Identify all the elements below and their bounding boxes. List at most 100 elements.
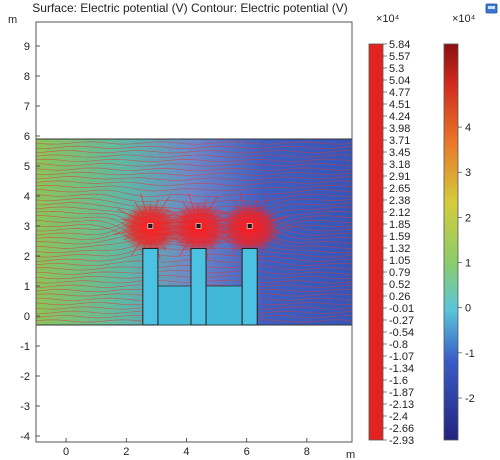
- field-line: [150, 225, 168, 242]
- contour-line: [36, 189, 352, 198]
- y-tick-label: 1: [24, 281, 30, 293]
- window-icon[interactable]: [485, 3, 498, 14]
- contour-line: [36, 158, 352, 163]
- contour-legend-label: 3.98: [389, 123, 410, 135]
- y-tick-label: -1: [20, 341, 30, 353]
- surface-colorbar-label: 4: [465, 122, 471, 134]
- point-source-marker: [147, 223, 154, 229]
- y-tick-label: 8: [24, 71, 30, 83]
- contour-legend-label: -0.8: [389, 339, 408, 351]
- contour-line: [36, 176, 352, 181]
- contour-line: [36, 150, 352, 154]
- x-axis-label: m: [346, 449, 355, 460]
- field-line: [188, 192, 199, 227]
- field-line: [249, 225, 283, 244]
- field-line: [249, 216, 287, 227]
- field-line: [133, 225, 151, 242]
- contour-legend-label: 4.24: [389, 111, 410, 123]
- field-line: [249, 211, 277, 227]
- field-line: [198, 225, 215, 251]
- contour-legend: ×10⁴ 5.845.575.35.044.774.514.243.983.71…: [368, 13, 414, 447]
- contour-legend-label: 1.32: [389, 243, 410, 255]
- surface-colorbar-label: -1: [465, 348, 475, 360]
- field-line: [249, 198, 259, 227]
- field-line: [150, 198, 159, 227]
- field-line: [150, 225, 161, 260]
- contour-legend-label: -0.54: [389, 327, 414, 339]
- field-line: [249, 225, 267, 242]
- field-line: [179, 225, 199, 256]
- contour-line: [36, 145, 352, 149]
- point-source-marker: [246, 223, 253, 229]
- field-line: [150, 196, 170, 227]
- contour-legend-label: -2.93: [389, 435, 414, 447]
- field-line: [150, 225, 167, 251]
- y-tick-label: 5: [24, 161, 30, 173]
- contour-line: [36, 154, 352, 158]
- field-line: [181, 210, 199, 227]
- field-line: [198, 225, 209, 260]
- x-tick-label: 6: [244, 446, 250, 458]
- contour-legend-bar: [368, 43, 384, 441]
- field-line: [165, 208, 199, 227]
- field-line: [212, 225, 250, 236]
- surface-colorbar: ×10⁴ 4 3 2 1 0 -1 -2: [443, 13, 476, 441]
- contour-legend-label: 0.79: [389, 267, 410, 279]
- contour-legend-multiplier: ×10⁴: [376, 13, 400, 25]
- contour-legend-label: 5.04: [389, 75, 410, 87]
- y-tick-label: 2: [24, 251, 30, 263]
- contour-legend-label: 4.51: [389, 99, 410, 111]
- contour-legend-label: -1.07: [389, 351, 414, 363]
- point-source-marker: [195, 223, 202, 229]
- field-line: [140, 192, 151, 227]
- y-tick-label: 4: [24, 191, 30, 203]
- field-line: [113, 225, 151, 236]
- contour-legend-label: -2.13: [389, 399, 414, 411]
- contour-legend-label: 3.18: [389, 159, 410, 171]
- y-tick-label: 6: [24, 131, 30, 143]
- contour-line: [36, 171, 352, 176]
- contour-legend-label: -1.34: [389, 363, 414, 375]
- field-line: [239, 192, 251, 227]
- field-line: [232, 225, 250, 242]
- plot-area: [36, 138, 352, 326]
- y-tick-label: 0: [24, 311, 30, 323]
- x-tick-label: 0: [63, 446, 69, 458]
- field-line: [233, 201, 250, 227]
- field-line: [150, 210, 168, 227]
- plot-frame: [35, 21, 353, 443]
- field-line: [249, 225, 266, 251]
- contour-legend-label: 2.12: [389, 207, 410, 219]
- field-line: [249, 225, 280, 234]
- contour-legend-label: -1.6: [389, 375, 408, 387]
- x-tick-label: 2: [123, 446, 129, 458]
- contour-lines: [36, 141, 352, 323]
- y-tick-label: 9: [24, 41, 30, 53]
- contour-legend-label: 0.26: [389, 291, 410, 303]
- contour-line: [36, 184, 352, 192]
- field-line: [198, 198, 207, 227]
- contour-line: [36, 180, 352, 186]
- field-line: [230, 225, 250, 256]
- field-line: [150, 211, 178, 227]
- field-line: [198, 210, 216, 227]
- electrode-pillar: [142, 248, 159, 326]
- contour-legend-label: 3.71: [389, 135, 410, 147]
- surface-colorbar-label: 3: [465, 167, 471, 179]
- field-line: [198, 196, 218, 227]
- contour-legend-label: 4.77: [389, 87, 410, 99]
- field-line: [198, 211, 226, 227]
- field-line: [198, 225, 216, 242]
- surface-colorbar-label: 2: [465, 212, 471, 224]
- electrode-pillar: [190, 248, 207, 326]
- ground-block: [157, 285, 192, 326]
- contour-line: [36, 163, 352, 167]
- contour-legend-label: 0.52: [389, 279, 410, 291]
- contour-legend-label: 5.3: [389, 63, 404, 75]
- contour-legend-label: 2.65: [389, 183, 410, 195]
- field-line: [219, 218, 250, 227]
- x-tick-label: 8: [304, 446, 310, 458]
- field-line: [133, 210, 151, 227]
- contour-legend-label: 3.45: [389, 147, 410, 159]
